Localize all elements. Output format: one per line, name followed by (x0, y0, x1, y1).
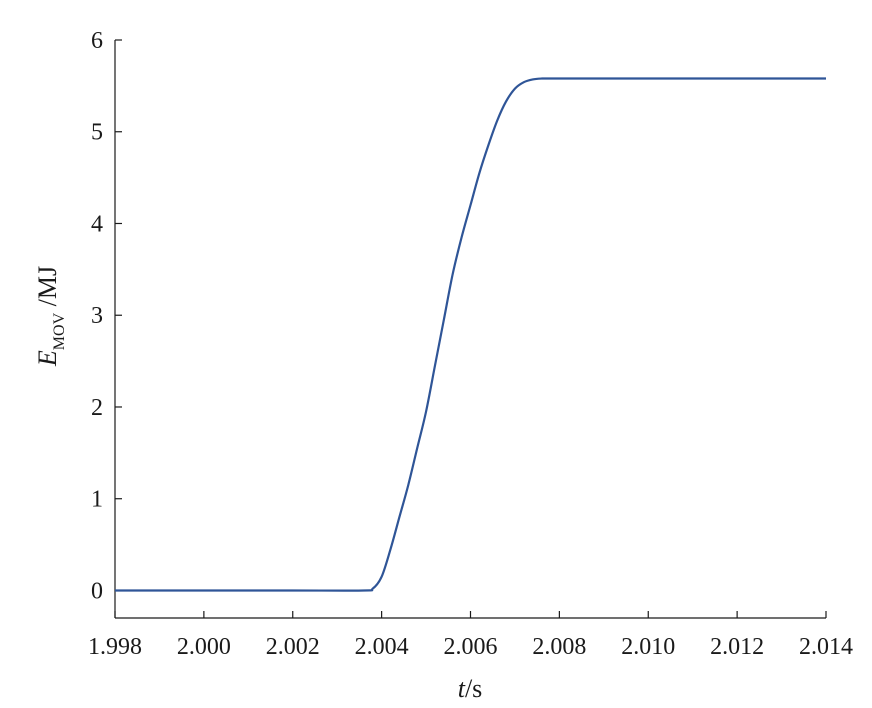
x-tick-label: 2.002 (266, 634, 320, 660)
y-tick-label: 2 (91, 395, 103, 421)
x-tick-label: 2.004 (355, 634, 409, 660)
data-line (115, 77, 826, 592)
y-tick-label: 0 (91, 578, 103, 604)
y-axis-unit: /MJ (33, 266, 62, 313)
x-tick-label: 2.012 (710, 634, 764, 660)
y-tick-label: 5 (91, 120, 103, 146)
x-axis-unit: /s (465, 674, 482, 703)
axes (114, 40, 826, 619)
y-tick-label: 4 (91, 211, 103, 237)
y-tick-label: 3 (91, 303, 103, 329)
x-axis-label: t/s (458, 674, 483, 703)
x-tick-label: 2.006 (444, 634, 498, 660)
x-tick-label: 2.008 (532, 634, 586, 660)
x-ticks: 1.998 2.000 2.002 2.004 2.006 2.008 2.010 2.012… (88, 611, 853, 660)
x-tick-label: 2.000 (177, 634, 231, 660)
x-tick-label: 2.014 (799, 634, 853, 660)
y-tick-label: 1 (91, 487, 103, 513)
y-axis-variable: E (33, 350, 62, 367)
y-axis-subscript: MOV (51, 312, 68, 350)
y-ticks: 0 1 2 3 4 5 6 (91, 28, 122, 604)
x-axis-variable: t (458, 674, 466, 703)
x-tick-label: 1.998 (88, 634, 142, 660)
y-tick-label: 6 (91, 28, 103, 54)
y-axis-label: EMOV /MJ (33, 266, 68, 367)
x-tick-label: 2.010 (621, 634, 675, 660)
